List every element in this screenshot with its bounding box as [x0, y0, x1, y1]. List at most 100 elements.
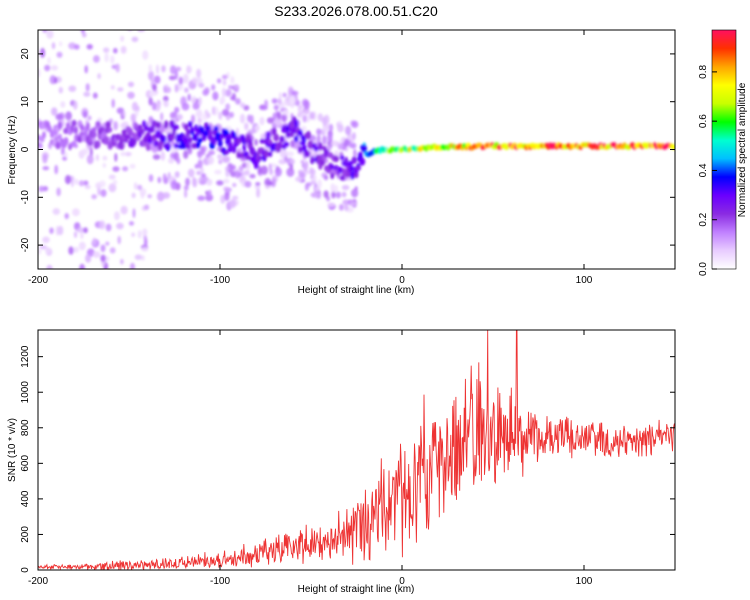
spectrogram-cell: [80, 124, 84, 132]
spectrogram-cell: [43, 0, 48, 8]
colorbar-tick-label: 0.4: [698, 163, 709, 177]
spectrogram-cell: [197, 195, 206, 201]
spectrogram-cell: [201, 176, 209, 182]
spectrogram-cell: [174, 85, 179, 93]
spectrogram-cell: [351, 156, 357, 164]
spectrogram-cell: [104, 52, 109, 63]
spectrogram-cell: [228, 199, 236, 209]
spectrogram-cell: [331, 190, 336, 199]
spectrogram-cell: [344, 201, 348, 212]
spectrogram-cell: [168, 75, 176, 81]
spectrogram-cell: [38, 185, 45, 192]
spectrogram-cell: [73, 44, 80, 50]
spectrogram-cell: [223, 150, 229, 156]
spectrogram-cell: [244, 123, 249, 131]
spectrogram-cell: [110, 85, 115, 90]
spectrogram-cell: [87, 138, 93, 144]
spectrogram-cell: [52, 139, 56, 147]
spectrogram-cell: [117, 235, 121, 245]
spectrogram-cell: [129, 163, 136, 169]
spectrogram-cell: [276, 111, 282, 120]
spectrogram-cell: [183, 123, 189, 131]
spectrogram-cell: [235, 127, 240, 137]
spectrogram-cell: [80, 231, 84, 240]
spectrogram-cell: [148, 116, 154, 124]
spectrogram-cell: [137, 230, 142, 239]
spectrogram-cell: [162, 173, 167, 183]
spectrogram-cell: [170, 65, 177, 75]
spectrogram-cell: [91, 194, 97, 200]
spectrogram-cell: [148, 91, 156, 97]
spectrogram-cell: [220, 96, 226, 104]
spectrogram-cell: [105, 121, 111, 129]
spectrogram-cell: [59, 41, 63, 47]
spectrogram-cell: [218, 111, 223, 120]
spectrogram-cell: [72, 208, 80, 217]
spectrogram-cell: [249, 174, 256, 179]
spectrogram-cell: [672, 144, 675, 151]
spectrogram-cell: [81, 148, 89, 155]
spectrogram-cell: [208, 150, 215, 156]
spectrogram-cell: [183, 136, 189, 145]
spectrogram-cell: [316, 154, 321, 161]
spectrogram-cell: [353, 151, 357, 157]
spectrogram-cell: [78, 180, 85, 187]
spectrogram-cell: [157, 176, 162, 184]
spectrogram-cell: [223, 187, 232, 193]
spectrogram-cell: [98, 220, 106, 230]
colorbar-ticks: 0.0 0.2 0.4 0.6 0.8: [698, 64, 717, 276]
spectrogram-cell: [173, 124, 180, 131]
spectrogram-cell: [95, 140, 101, 149]
spectrogram-cell: [93, 55, 100, 63]
spectrogram-cell: [127, 127, 133, 137]
spectrogram-cell: [120, 258, 124, 265]
spectrogram-cell: [55, 141, 61, 150]
snr-series-line: [38, 330, 675, 570]
spectrogram-cell: [317, 179, 322, 189]
spectrogram-cell: [131, 36, 139, 42]
spectrogram-cell: [254, 184, 261, 190]
spectrogram-cell: [40, 47, 46, 58]
spectrogram-cell: [116, 222, 124, 230]
spectrogram-cell: [161, 65, 166, 73]
spectrogram-cell: [103, 47, 110, 53]
spectrogram-cell: [304, 160, 309, 169]
spectrogram-cell: [85, 83, 90, 92]
colorbar-tick-label: 0.8: [698, 64, 709, 78]
spectrogram-cell: [58, 133, 62, 140]
spectrogram-cell: [122, 110, 126, 118]
spectrogram-cells: [38, 0, 675, 269]
spectrogram-cell: [221, 74, 228, 80]
spectrogram-cell: [100, 244, 106, 253]
spectrogram-cell: [238, 165, 244, 172]
spectrogram-cell: [113, 121, 118, 131]
spectrogram-cell: [47, 57, 51, 65]
spectrogram-cell: [318, 142, 323, 151]
spectrogram-cell: [128, 221, 135, 226]
spectrogram-cell: [131, 137, 137, 146]
spectrogram-cell: [328, 123, 334, 132]
spectrogram-cell: [100, 13, 107, 19]
spectrogram-cell: [217, 154, 223, 160]
spectrogram-cell: [188, 136, 193, 144]
spectrogram-cell: [316, 128, 322, 135]
spectrogram-cell: [309, 111, 315, 120]
spectrogram-cell: [148, 97, 153, 106]
spectrogram-cell: [321, 116, 327, 125]
spectrogram-cell: [127, 91, 135, 99]
spectrogram-cell: [95, 120, 101, 127]
spectrogram-cell: [297, 146, 303, 153]
spectrogram-cell: [166, 141, 171, 148]
y-tick-label: 200: [20, 526, 31, 543]
spectrogram-cell: [46, 30, 54, 39]
spectrogram-cell: [347, 160, 354, 167]
spectrogram-cell: [196, 77, 203, 84]
spectrogram-cell: [211, 136, 217, 145]
spectrogram-cell: [323, 175, 329, 181]
spectrogram-cell: [294, 119, 299, 128]
spectrogram-cell: [350, 165, 355, 171]
spectrogram-cell: [70, 124, 74, 133]
spectrogram-cell: [298, 104, 304, 110]
spectrogram-cell: [168, 157, 175, 164]
spectrogram-cell: [194, 163, 199, 169]
